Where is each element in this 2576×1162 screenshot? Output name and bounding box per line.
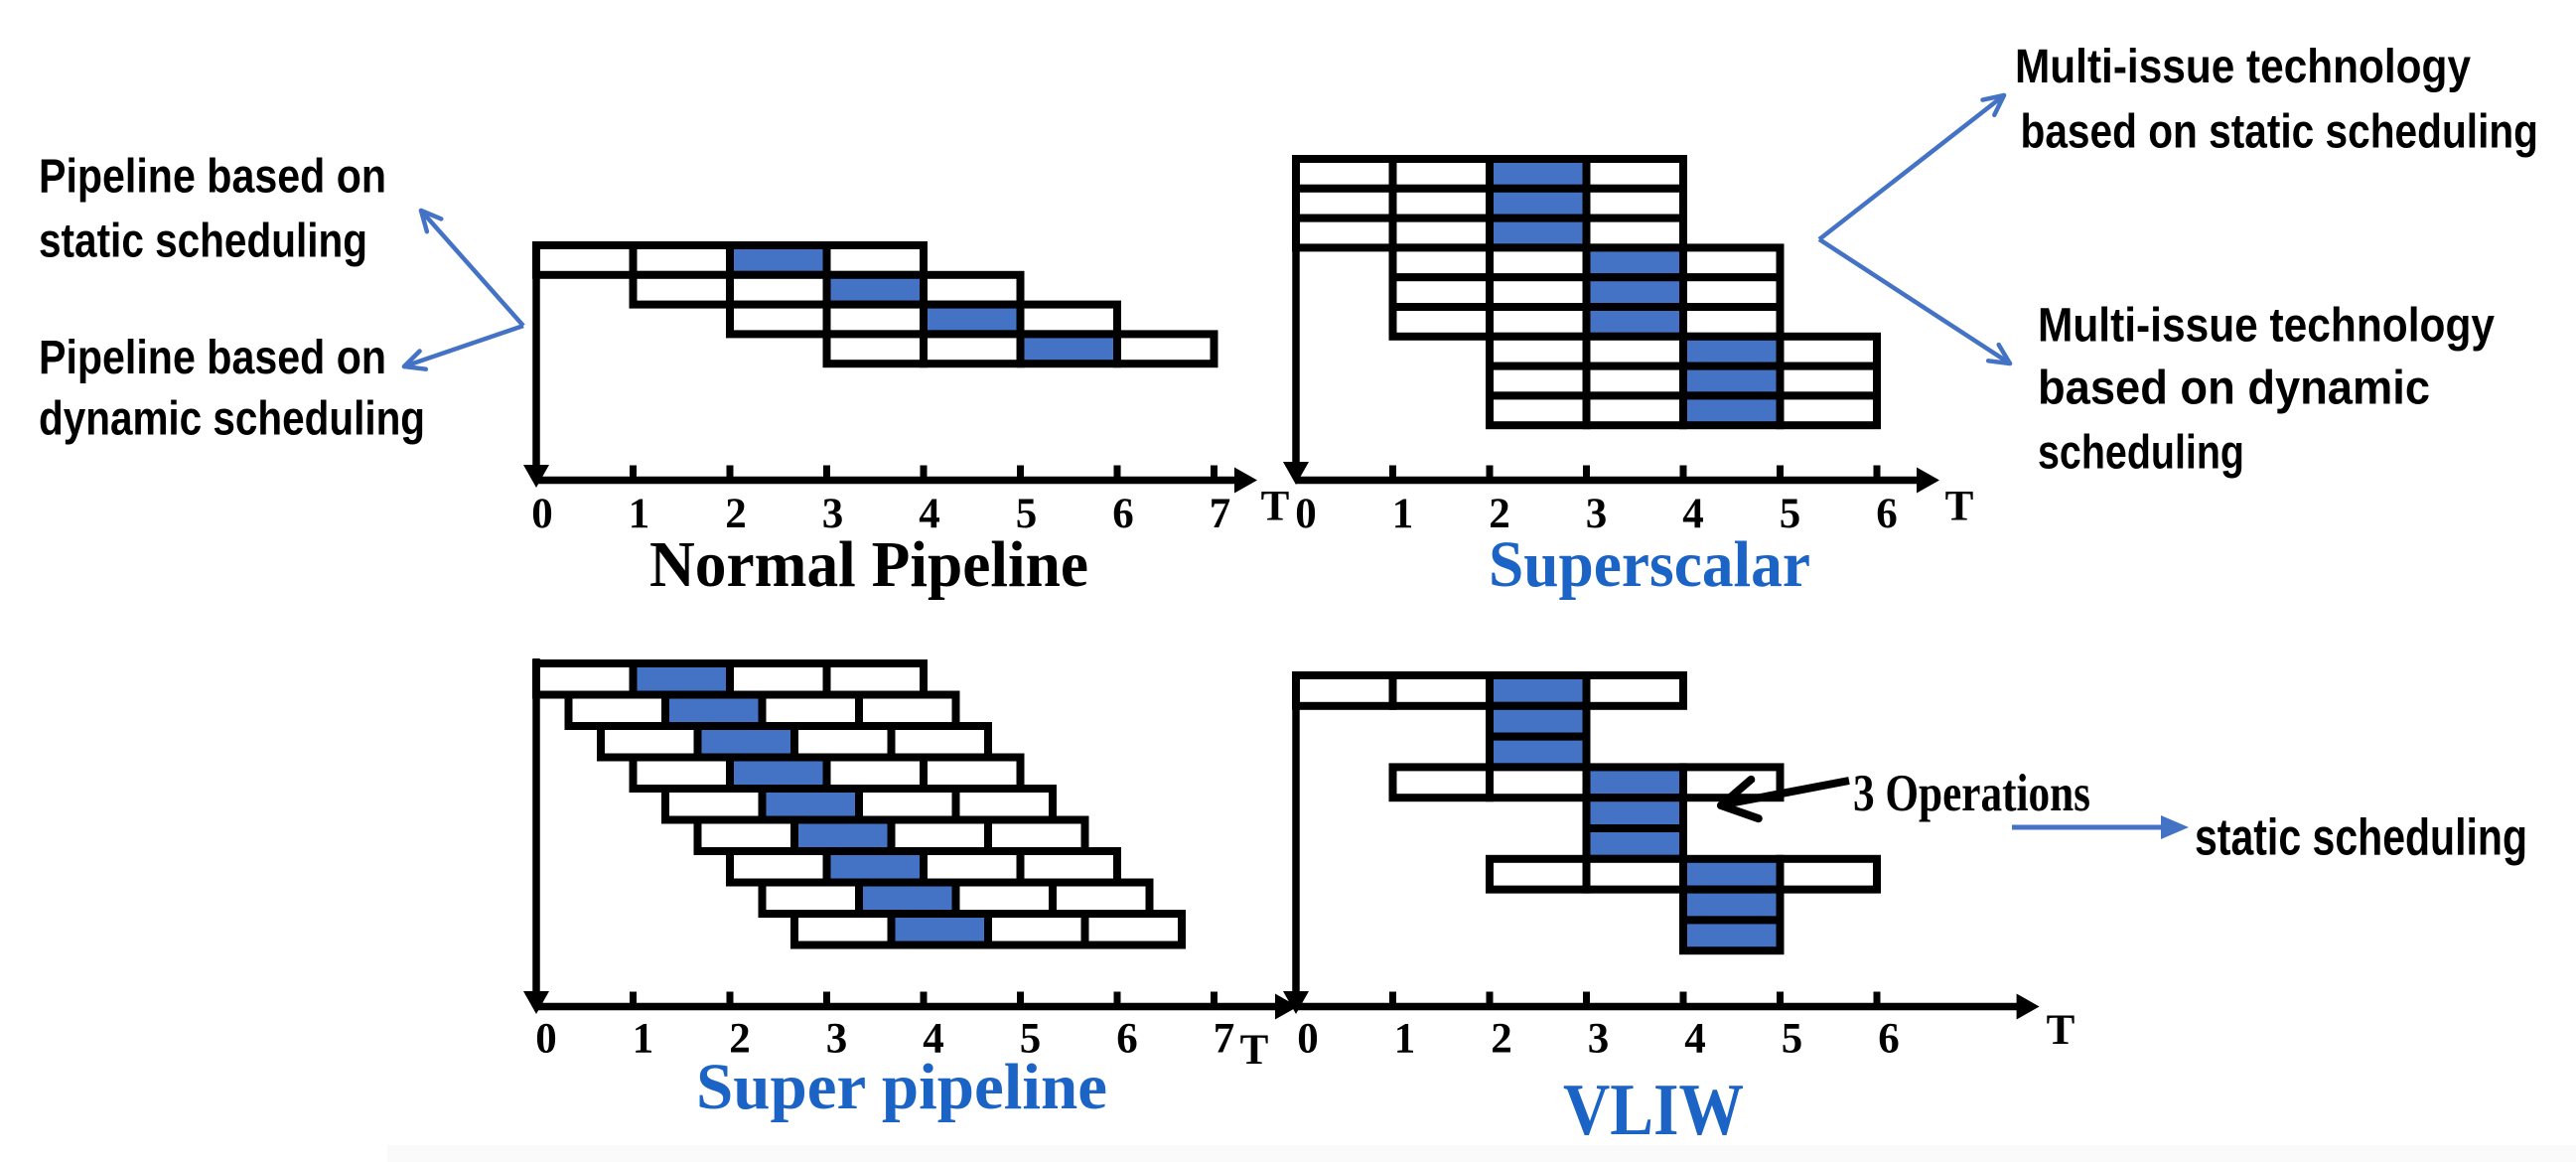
svg-text:2: 2 bbox=[725, 491, 747, 537]
svg-text:based on dynamic: based on dynamic bbox=[2038, 362, 2430, 414]
svg-text:2: 2 bbox=[1489, 491, 1510, 537]
svg-text:Multi-issue technology: Multi-issue technology bbox=[2038, 300, 2495, 353]
svg-text:T: T bbox=[1240, 1027, 1269, 1074]
svg-text:3: 3 bbox=[826, 1016, 848, 1063]
svg-text:3: 3 bbox=[822, 491, 844, 537]
svg-text:1: 1 bbox=[1392, 491, 1414, 537]
svg-text:scheduling: scheduling bbox=[2038, 426, 2244, 479]
svg-text:5: 5 bbox=[1780, 491, 1801, 537]
svg-text:4: 4 bbox=[919, 491, 940, 537]
svg-text:3: 3 bbox=[1588, 1016, 1610, 1063]
svg-text:1: 1 bbox=[629, 491, 650, 537]
svg-text:VLIW: VLIW bbox=[1563, 1070, 1744, 1151]
svg-text:7: 7 bbox=[1214, 1016, 1235, 1063]
svg-text:7: 7 bbox=[1210, 491, 1231, 537]
svg-text:Pipeline based on: Pipeline based on bbox=[39, 151, 386, 204]
svg-text:4: 4 bbox=[1684, 1016, 1706, 1063]
svg-text:5: 5 bbox=[1016, 491, 1038, 537]
svg-text:5: 5 bbox=[1020, 1016, 1042, 1063]
svg-text:Normal Pipeline: Normal Pipeline bbox=[649, 528, 1088, 601]
svg-text:4: 4 bbox=[923, 1016, 944, 1063]
svg-text:6: 6 bbox=[1878, 1016, 1900, 1063]
svg-text:Superscalar: Superscalar bbox=[1489, 528, 1810, 601]
svg-text:3 Operations: 3 Operations bbox=[1853, 765, 2090, 822]
svg-text:1: 1 bbox=[1394, 1016, 1416, 1063]
svg-text:2: 2 bbox=[1491, 1016, 1512, 1063]
svg-text:6: 6 bbox=[1876, 491, 1898, 537]
svg-text:static scheduling: static scheduling bbox=[39, 216, 367, 268]
svg-text:3: 3 bbox=[1586, 491, 1608, 537]
svg-text:4: 4 bbox=[1682, 491, 1704, 537]
svg-text:T: T bbox=[1261, 484, 1290, 530]
svg-text:Multi-issue technology: Multi-issue technology bbox=[2015, 41, 2471, 93]
svg-text:5: 5 bbox=[1782, 1016, 1803, 1063]
svg-text:1: 1 bbox=[633, 1016, 654, 1063]
svg-text:T: T bbox=[2047, 1007, 2075, 1054]
svg-text:static scheduling: static scheduling bbox=[2195, 809, 2527, 867]
svg-text:0: 0 bbox=[1297, 1016, 1319, 1063]
svg-text:0: 0 bbox=[535, 1016, 557, 1063]
svg-text:T: T bbox=[1945, 484, 1974, 530]
svg-text:0: 0 bbox=[531, 491, 553, 537]
svg-text:0: 0 bbox=[1295, 491, 1317, 537]
svg-text:2: 2 bbox=[729, 1016, 751, 1063]
svg-text:dynamic scheduling: dynamic scheduling bbox=[39, 393, 425, 446]
svg-text:Super pipeline: Super pipeline bbox=[696, 1051, 1107, 1123]
svg-text:based on static scheduling: based on static scheduling bbox=[2021, 106, 2539, 159]
svg-text:Pipeline based on: Pipeline based on bbox=[39, 332, 386, 384]
svg-text:6: 6 bbox=[1116, 1016, 1138, 1063]
svg-text:6: 6 bbox=[1112, 491, 1134, 537]
